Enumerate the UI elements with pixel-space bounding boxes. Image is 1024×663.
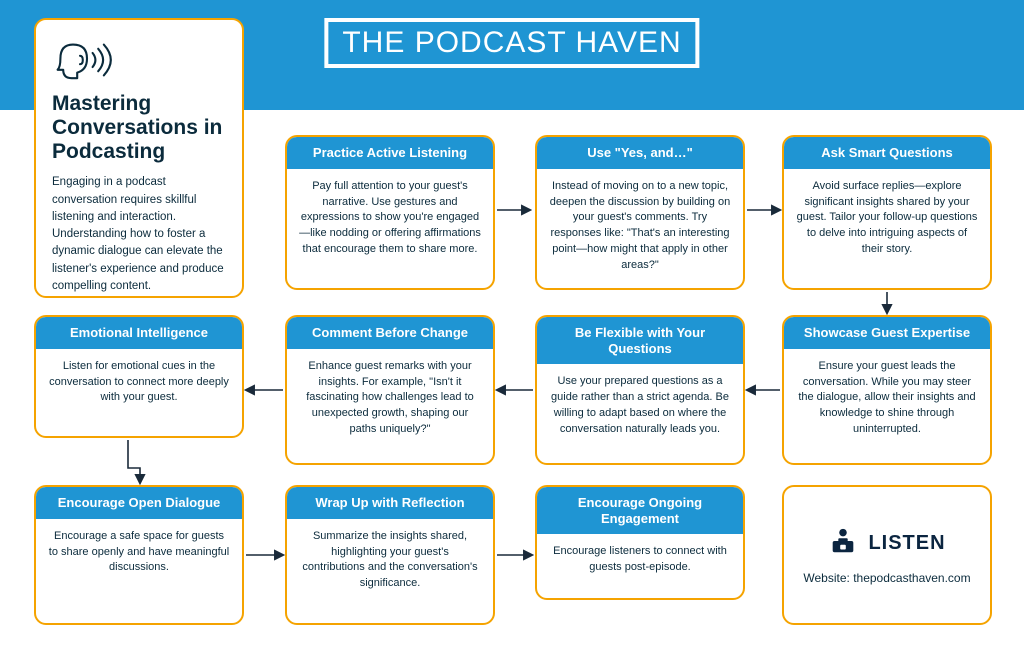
head-speaking-icon [52,34,226,86]
card-body: Encourage a safe space for guests to sha… [36,519,242,587]
card-body: Avoid surface replies—explore significan… [784,169,990,269]
card-title: Practice Active Listening [287,137,493,169]
logo-box: THE PODCAST HAVEN [324,18,699,68]
card-body: Enhance guest remarks with your insights… [287,349,493,449]
listen-icon [828,526,858,561]
card-body: Pay full attention to your guest's narra… [287,169,493,269]
logo-text: THE PODCAST HAVEN [342,26,681,60]
card-title: Ask Smart Questions [784,137,990,169]
card-emotional-intelligence: Emotional Intelligence Listen for emotio… [34,315,244,438]
card-title: Emotional Intelligence [36,317,242,349]
card-ongoing-engagement: Encourage Ongoing Engagement Encourage l… [535,485,745,600]
card-comment-before-change: Comment Before Change Enhance guest rema… [285,315,495,465]
card-title: Be Flexible with Your Questions [537,317,743,364]
card-flexible-questions: Be Flexible with Your Questions Use your… [535,315,745,465]
card-body: Ensure your guest leads the conversation… [784,349,990,449]
hero-card: Mastering Conversations in Podcasting En… [34,18,244,298]
card-title: Use "Yes, and…" [537,137,743,169]
card-title: Encourage Open Dialogue [36,487,242,519]
card-guest-expertise: Showcase Guest Expertise Ensure your gue… [782,315,992,465]
card-open-dialogue: Encourage Open Dialogue Encourage a safe… [34,485,244,625]
card-body: Listen for emotional cues in the convers… [36,349,242,417]
card-wrap-up: Wrap Up with Reflection Summarize the in… [285,485,495,625]
card-title: Showcase Guest Expertise [784,317,990,349]
cta-card: LISTEN Website: thepodcasthaven.com [782,485,992,625]
card-active-listening: Practice Active Listening Pay full atten… [285,135,495,290]
cta-title: LISTEN [868,532,945,555]
hero-body: Engaging in a podcast conversation requi… [52,174,226,295]
card-smart-questions: Ask Smart Questions Avoid surface replie… [782,135,992,290]
card-body: Instead of moving on to a new topic, dee… [537,169,743,285]
card-body: Encourage listeners to connect with gues… [537,534,743,586]
hero-title: Mastering Conversations in Podcasting [52,92,226,164]
cta-subtitle: Website: thepodcasthaven.com [803,571,970,585]
card-title: Encourage Ongoing Engagement [537,487,743,534]
card-yes-and: Use "Yes, and…" Instead of moving on to … [535,135,745,290]
card-body: Summarize the insights shared, highlight… [287,519,493,603]
card-title: Comment Before Change [287,317,493,349]
card-title: Wrap Up with Reflection [287,487,493,519]
card-body: Use your prepared questions as a guide r… [537,364,743,448]
